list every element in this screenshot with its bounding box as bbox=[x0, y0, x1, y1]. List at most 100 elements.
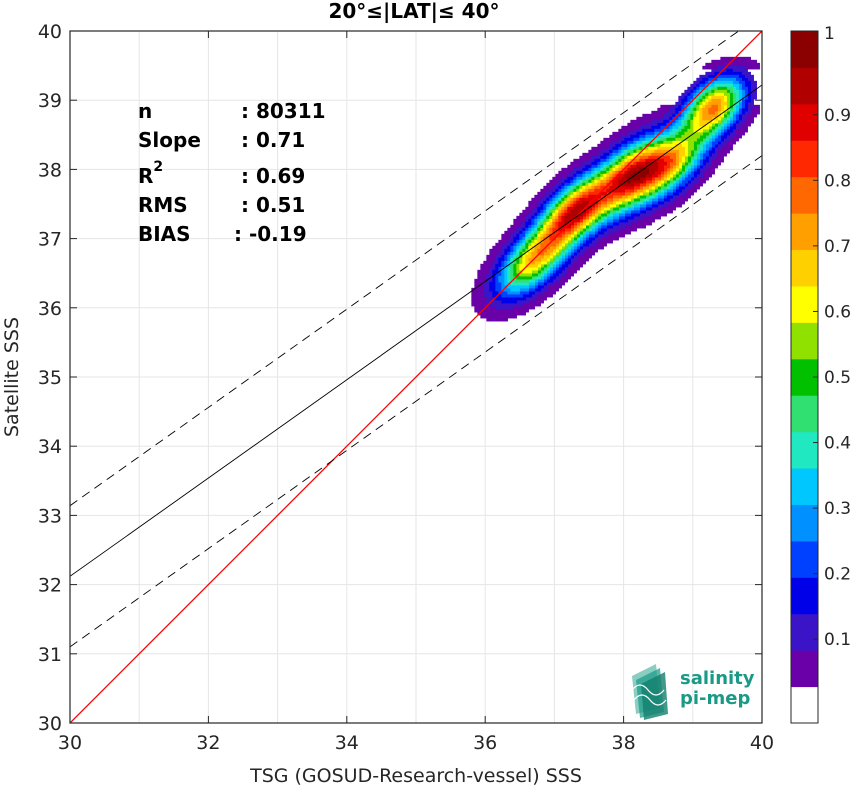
density-cell bbox=[609, 185, 634, 190]
chart-title: 20°≤|LAT|≤ 40° bbox=[328, 0, 499, 23]
colorbar-segment bbox=[791, 504, 818, 542]
density-cell bbox=[510, 281, 529, 286]
x-tick-label: 36 bbox=[473, 732, 497, 754]
colorbar-ticks: 0.1 0.2 0.3 0.4 0.5 0.6 0.7 0.8 0.9 1 bbox=[813, 24, 851, 650]
density-level-18 bbox=[627, 167, 649, 184]
colorbar-segment bbox=[791, 650, 818, 688]
colorbar-segment bbox=[791, 249, 818, 287]
y-tick-label: 31 bbox=[38, 644, 62, 666]
density-cell bbox=[660, 143, 688, 148]
stat-n-label: n bbox=[138, 99, 152, 123]
colorbar-segment bbox=[791, 176, 818, 214]
density-cell bbox=[519, 272, 532, 277]
density-cell bbox=[702, 113, 718, 118]
colorbar-segment bbox=[791, 213, 818, 251]
stat-n-value: : 80311 bbox=[241, 99, 326, 123]
density-cell bbox=[495, 305, 514, 310]
colorbar-tick-label: 0.9 bbox=[824, 106, 851, 126]
x-tick-label: 32 bbox=[196, 732, 220, 754]
density-cell bbox=[708, 107, 718, 112]
density-cell bbox=[531, 260, 535, 265]
colorbar-tick-label: 0.5 bbox=[824, 368, 851, 388]
y-tick-label: 38 bbox=[38, 159, 62, 181]
x-tick-label: 34 bbox=[335, 732, 359, 754]
density-cell bbox=[699, 119, 712, 124]
stat-r-superscript: 2 bbox=[153, 159, 163, 175]
y-tick-label: 40 bbox=[38, 21, 62, 43]
density-cell bbox=[705, 62, 760, 67]
y-tick-label: 33 bbox=[38, 505, 62, 527]
density-cell bbox=[522, 269, 532, 274]
density-cell bbox=[558, 227, 565, 232]
colorbar-tick-label: 0.4 bbox=[824, 434, 851, 454]
colorbar-segment bbox=[791, 431, 818, 469]
x-tick-label: 40 bbox=[750, 732, 774, 754]
y-tick-label: 36 bbox=[38, 298, 62, 320]
density-cell bbox=[717, 77, 736, 82]
salinity-pimep-logo: salinity pi-mep bbox=[631, 664, 755, 720]
density-cell bbox=[714, 83, 733, 88]
density-cell bbox=[507, 290, 520, 295]
density-cell bbox=[564, 221, 571, 226]
colorbar-segment bbox=[791, 67, 818, 105]
density-cell bbox=[711, 95, 724, 100]
colorbar-segment bbox=[791, 540, 818, 578]
density-cell bbox=[582, 200, 589, 205]
density-cell bbox=[501, 299, 517, 304]
density-cell bbox=[726, 68, 733, 73]
density-cell bbox=[588, 194, 601, 199]
density-cell bbox=[477, 311, 526, 316]
colorbar-segment bbox=[791, 686, 818, 724]
density-cell bbox=[714, 80, 733, 85]
density-cell bbox=[714, 89, 727, 94]
colorbar-segment bbox=[791, 140, 818, 178]
x-axis-ticks: 30 32 34 36 38 40 bbox=[58, 31, 774, 754]
x-axis-label: TSG (GOSUD-Research-vessel) SSS bbox=[249, 765, 582, 787]
density-cell bbox=[633, 170, 649, 175]
density-cell bbox=[711, 98, 721, 103]
stat-rms-label: RMS bbox=[138, 193, 188, 217]
colorbar-segment bbox=[791, 468, 818, 505]
logo-line-1: salinity bbox=[680, 668, 755, 689]
density-cell bbox=[600, 191, 607, 196]
density-cell bbox=[495, 296, 526, 301]
density-cell bbox=[717, 86, 727, 91]
line-regression-plus-2rms bbox=[70, 31, 740, 507]
y-axis-label: Satellite SSS bbox=[1, 317, 23, 437]
density-cell bbox=[537, 251, 544, 256]
density-cell bbox=[630, 173, 646, 178]
density-cell bbox=[618, 182, 634, 187]
stat-rms-value: : 0.51 bbox=[241, 193, 305, 217]
density-cell bbox=[576, 203, 589, 208]
density-cell bbox=[708, 101, 721, 106]
line-regression bbox=[70, 84, 762, 577]
reference-lines bbox=[70, 31, 762, 723]
density-cell bbox=[702, 116, 712, 121]
density-cell bbox=[573, 206, 586, 211]
density-cell bbox=[528, 257, 541, 262]
density-cell bbox=[717, 65, 745, 70]
density-cell bbox=[525, 263, 538, 268]
density-cell bbox=[627, 179, 631, 184]
x-tick-label: 38 bbox=[612, 732, 636, 754]
stat-slope-value: : 0.71 bbox=[241, 128, 305, 152]
density-cell bbox=[681, 134, 700, 139]
density-cell bbox=[675, 143, 682, 148]
density-cell bbox=[639, 167, 649, 172]
density-cell bbox=[510, 287, 520, 292]
density-cell bbox=[720, 56, 751, 61]
density-cell bbox=[480, 314, 517, 319]
density-cell bbox=[711, 104, 718, 109]
density-cell bbox=[558, 224, 571, 229]
density-cell bbox=[513, 278, 529, 283]
density-cell bbox=[501, 293, 523, 298]
colorbar-tick-label: 0.8 bbox=[824, 171, 851, 191]
colorbar-tick-label: 0.3 bbox=[824, 499, 851, 519]
density-cell bbox=[489, 302, 523, 307]
density-cell bbox=[549, 233, 562, 238]
colorbar-tick-label: 0.6 bbox=[824, 302, 851, 322]
density-cell bbox=[516, 275, 532, 280]
stat-bias-label: BIAS bbox=[138, 222, 191, 246]
density-cell bbox=[519, 266, 538, 271]
